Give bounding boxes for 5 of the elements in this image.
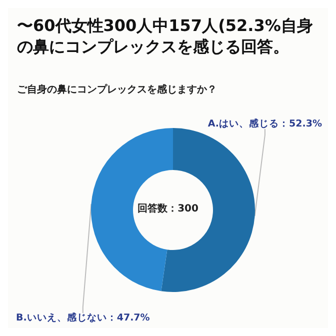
slice-label: B.いいえ、感じない：47.7% xyxy=(16,312,150,324)
chart-subtitle: ご自身の鼻にコンプレックスを感じますか？ xyxy=(17,84,217,96)
slice-label: A.はい、感じる：52.3% xyxy=(208,118,322,130)
chart-title: 〜60代女性300人中157人(52.3%自身の鼻にコンプレックスを感じる回答。 xyxy=(17,16,313,56)
text: 回答数：300 xyxy=(138,202,198,214)
